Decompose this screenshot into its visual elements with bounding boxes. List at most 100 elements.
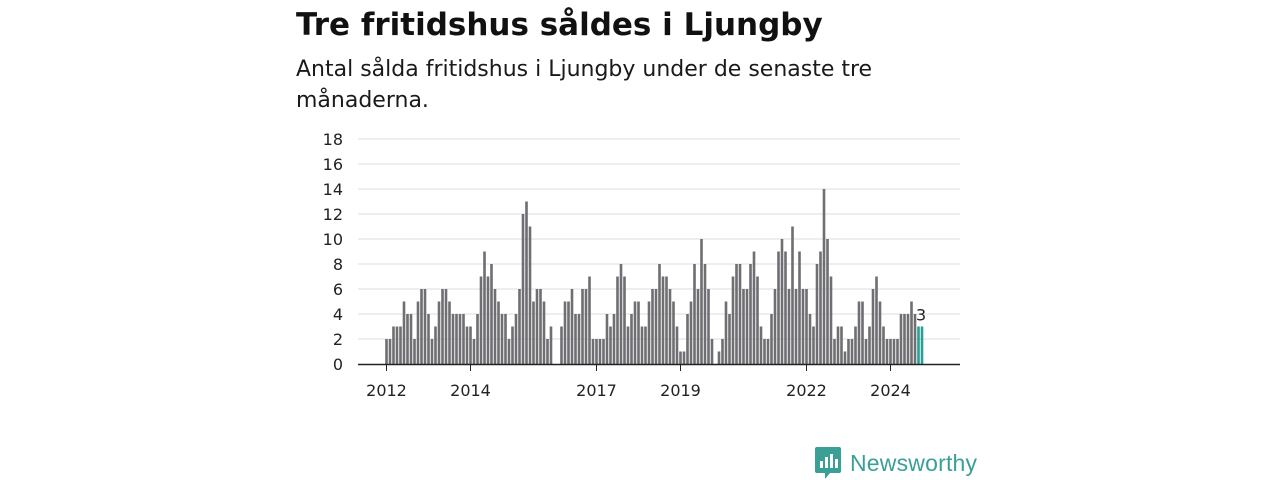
bar (682, 351, 686, 364)
bar (588, 276, 591, 364)
bar (910, 301, 913, 364)
bar (444, 289, 448, 364)
bar (773, 289, 777, 364)
bar (780, 239, 784, 364)
bar (840, 326, 843, 364)
bar (479, 276, 483, 364)
bar (864, 339, 868, 364)
bar (906, 314, 910, 364)
y-tick-label: 2 (333, 330, 343, 349)
bar (724, 301, 728, 364)
bar (801, 289, 805, 364)
bar (455, 314, 458, 364)
bar (647, 301, 651, 364)
bar (913, 314, 917, 364)
bar (437, 301, 441, 364)
bar (423, 289, 427, 364)
bar (535, 289, 539, 364)
bar (679, 351, 682, 364)
bar (420, 289, 423, 364)
bar (427, 314, 430, 364)
bar (434, 326, 437, 364)
chart-title: Tre fritidshus såldes i Ljungby (296, 7, 823, 43)
bar (413, 339, 416, 364)
bar (826, 239, 829, 364)
bar (658, 264, 661, 364)
y-tick-label: 18 (323, 130, 343, 149)
bar (672, 301, 675, 364)
bar (731, 276, 735, 364)
bar (770, 314, 773, 364)
y-axis-tick-labels: 0 2 4 6 8 10 12 14 16 18 (323, 130, 343, 374)
bar (577, 314, 581, 364)
bar (717, 351, 721, 364)
bar (542, 301, 546, 364)
chart-data-labels: 3 (916, 306, 926, 325)
y-tick-label: 8 (333, 255, 343, 274)
bar (819, 251, 822, 364)
bar (651, 289, 654, 364)
bar (784, 251, 787, 364)
bar (675, 326, 679, 364)
bar (654, 289, 658, 364)
bar (805, 289, 808, 364)
bar (703, 264, 707, 364)
bar (843, 351, 847, 364)
bar (612, 314, 616, 364)
bar (759, 326, 763, 364)
bar (822, 189, 826, 364)
bar (644, 326, 647, 364)
bar (833, 339, 836, 364)
newsworthy-brand: Newsworthy (814, 446, 977, 480)
bar (868, 326, 871, 364)
last-value-label: 3 (916, 306, 926, 325)
y-tick-label: 16 (323, 155, 343, 174)
bar (882, 326, 885, 364)
bar (430, 339, 434, 364)
bar (483, 251, 486, 364)
bar (402, 301, 406, 364)
bar (850, 339, 854, 364)
bar (742, 289, 745, 364)
bar (567, 301, 570, 364)
bar (752, 251, 756, 364)
x-axis-tick-labels: 2012 2014 2017 2019 2022 2024 (366, 365, 911, 400)
bar (707, 289, 710, 364)
bar (693, 264, 696, 364)
bar (385, 339, 388, 364)
bar (735, 264, 738, 364)
bar (549, 326, 553, 364)
bar (721, 339, 724, 364)
bar (903, 314, 906, 364)
bar (745, 289, 749, 364)
bar (829, 276, 833, 364)
bar (500, 314, 504, 364)
bar (756, 276, 759, 364)
x-tick-label: 2012 (366, 381, 407, 400)
y-tick-label: 4 (333, 305, 343, 324)
bar (602, 339, 605, 364)
bar (875, 276, 878, 364)
bar (798, 251, 801, 364)
bar (514, 314, 518, 364)
bar (441, 289, 444, 364)
bar (766, 339, 770, 364)
bar (857, 301, 861, 364)
bar (871, 289, 875, 364)
bar (595, 339, 598, 364)
bar (626, 326, 630, 364)
bar (605, 314, 609, 364)
bar (546, 339, 549, 364)
bar (665, 276, 668, 364)
bar (710, 339, 714, 364)
bar (808, 314, 812, 364)
bar (591, 339, 595, 364)
bar (763, 339, 766, 364)
x-tick-label: 2019 (660, 381, 701, 400)
chart-subtitle: Antal sålda fritidshus i Ljungby under d… (296, 57, 873, 113)
bar (462, 314, 465, 364)
bar (836, 326, 840, 364)
bar (406, 314, 409, 364)
bar (507, 339, 511, 364)
bar (616, 276, 619, 364)
